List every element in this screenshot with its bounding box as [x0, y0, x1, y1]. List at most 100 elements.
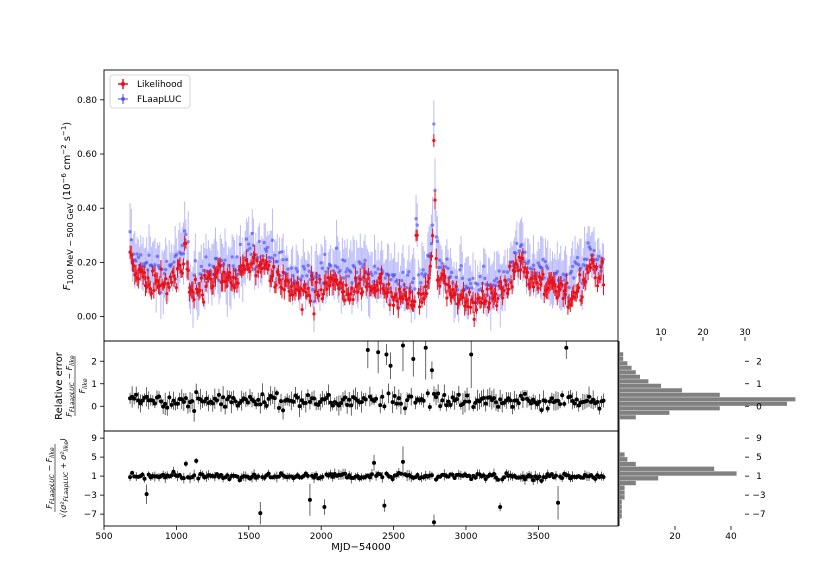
data-point: [254, 399, 259, 410]
likelihood-point: [211, 277, 215, 295]
likelihood-point: [168, 272, 173, 281]
flaapluc-point: [165, 245, 169, 278]
hist-y-tick-label: 9: [756, 434, 762, 444]
likelihood-point: [488, 295, 492, 311]
data-point: [192, 469, 197, 482]
data-point: [136, 391, 141, 409]
likelihood-point: [351, 293, 355, 306]
likelihood-point: [536, 282, 540, 294]
data-point: [390, 391, 395, 414]
hist-y-tick-label: −7: [752, 510, 765, 520]
data-point: [152, 398, 157, 409]
data-point: [157, 391, 162, 402]
likelihood-point: [308, 295, 313, 307]
likelihood-point: [169, 278, 174, 287]
data-point: [196, 474, 201, 483]
flaapluc-point: [248, 234, 252, 263]
hist-y-tick-label: 2: [756, 357, 762, 367]
likelihood-point: [142, 265, 146, 281]
data-point: [258, 501, 263, 525]
x-tick-label: 1500: [237, 532, 260, 542]
legend-label-flaapluc: FLaapLUC: [137, 95, 181, 105]
likelihood-point: [445, 289, 449, 307]
hist-bar: [619, 379, 649, 384]
data-point: [568, 389, 573, 404]
relative-error-points: [128, 341, 606, 422]
hist-bar: [619, 397, 796, 402]
flaapluc-point: [445, 239, 449, 280]
likelihood-point: [402, 282, 406, 297]
data-point: [305, 389, 310, 401]
hist-bar: [619, 365, 632, 370]
data-point: [169, 472, 174, 479]
likelihood-point: [594, 262, 599, 272]
flaapluc-point: [135, 236, 139, 272]
flaapluc-point: [478, 260, 482, 293]
data-point: [307, 483, 312, 516]
hist-y-tick-label: 0: [756, 402, 762, 412]
light-curve-y-ticks: 0.00 0.20 0.40 0.60 0.80: [77, 96, 104, 323]
likelihood-point: [438, 277, 442, 295]
likelihood-point: [167, 282, 171, 292]
data-point: [252, 469, 257, 480]
data-point: [347, 391, 352, 408]
hist-y-tick-label: 5: [756, 453, 762, 463]
likelihood-point: [198, 282, 202, 299]
data-point: [223, 399, 228, 415]
flaapluc-point: [515, 221, 519, 266]
data-point: [161, 399, 166, 415]
data-point: [345, 396, 350, 414]
likelihood-point: [428, 256, 432, 277]
likelihood-point: [598, 274, 602, 284]
likelihood-point: [518, 259, 523, 280]
likelihood-point: [366, 267, 371, 281]
data-point: [431, 386, 436, 402]
x-axis-label: MJD−54000: [331, 542, 390, 553]
data-point: [227, 476, 232, 482]
x-tick-label: 2000: [310, 532, 333, 542]
data-point: [510, 399, 515, 415]
hist-bar: [619, 356, 624, 361]
likelihood-point: [396, 297, 400, 319]
pull-y-ticks: −7 −3 1 5 9: [84, 434, 104, 520]
likelihood-point: [432, 134, 436, 147]
y-tick-label: 2: [91, 357, 97, 367]
data-point: [266, 469, 271, 478]
flaapluc-point: [502, 256, 506, 288]
data-point: [144, 387, 149, 407]
flaapluc-point: [458, 244, 462, 295]
likelihood-point: [425, 289, 429, 298]
likelihood-point: [358, 268, 362, 290]
data-point: [444, 399, 449, 412]
svg-text:√(σ²FLaapLUC + σ²like): √(σ²FLaapLUC + σ²like): [59, 438, 70, 518]
data-point: [276, 403, 281, 414]
pull-points: [128, 446, 606, 526]
data-point: [227, 390, 232, 403]
data-point: [390, 476, 395, 483]
flaapluc-point: [411, 247, 416, 310]
data-point: [245, 398, 250, 407]
likelihood-point: [165, 283, 169, 305]
data-point: [423, 341, 428, 380]
data-point: [386, 383, 391, 404]
data-point: [469, 341, 474, 389]
y-tick-label: 0.40: [77, 204, 97, 214]
hist-bar: [619, 499, 622, 505]
y-tick-label: −3: [84, 491, 97, 501]
data-point: [318, 393, 323, 411]
data-point: [487, 387, 492, 408]
data-point: [537, 472, 542, 481]
data-point: [398, 393, 403, 415]
data-point: [388, 352, 393, 380]
legend-marker-flaapluc: [118, 94, 128, 104]
data-point: [498, 389, 503, 410]
flaapluc-point: [144, 237, 149, 288]
data-point: [260, 383, 265, 406]
flaapluc-point: [174, 237, 179, 272]
data-point: [462, 390, 467, 413]
data-point: [185, 399, 190, 414]
flaapluc-point: [324, 240, 328, 304]
pull-histogram: −7 −3 1 5 9 20 40: [618, 431, 766, 542]
data-point: [322, 499, 327, 515]
flaapluc-point: [257, 223, 262, 260]
